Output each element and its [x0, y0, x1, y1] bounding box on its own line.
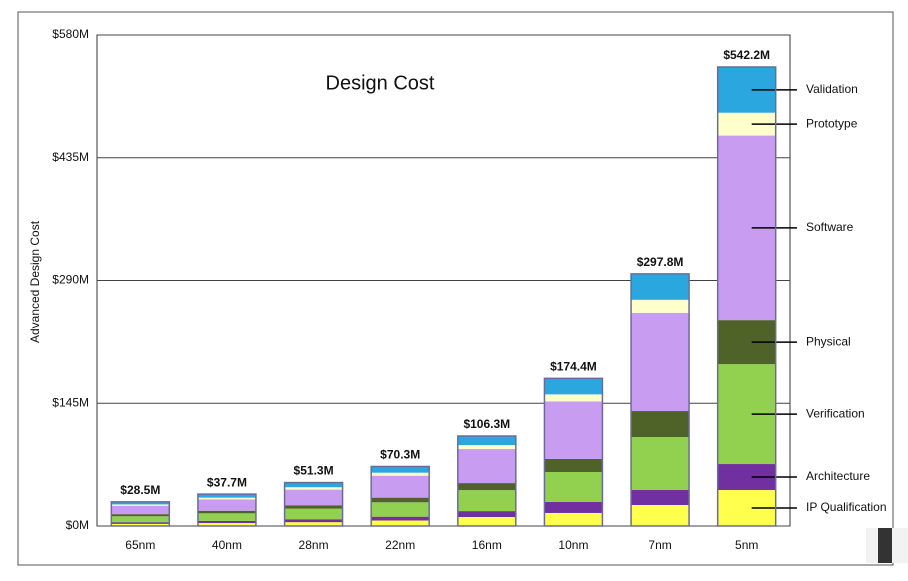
y-tick-label: $290M — [52, 273, 89, 287]
total-label: $297.8M — [637, 255, 684, 269]
bar-segment — [197, 497, 256, 500]
bar-segment — [544, 394, 603, 402]
total-label: $28.5M — [120, 483, 160, 497]
bar-segment — [371, 466, 430, 473]
bar-segment — [457, 483, 516, 491]
bar-segment — [631, 437, 690, 491]
x-tick-label: 5nm — [735, 538, 758, 552]
bar-segment — [111, 504, 170, 506]
bar-segment — [544, 401, 603, 459]
chart-title: Design Cost — [326, 72, 435, 94]
x-tick-label: 7nm — [648, 538, 671, 552]
y-tick-label: $435M — [52, 150, 89, 164]
bar-segment — [457, 511, 516, 518]
bar-segment — [284, 489, 343, 506]
bar-segment — [717, 112, 776, 136]
bar-segment — [284, 522, 343, 526]
bar-segment — [371, 516, 430, 521]
x-tick-label: 28nm — [299, 538, 329, 552]
bar-segment — [631, 299, 690, 313]
bar-segment — [111, 516, 170, 523]
bar-outline — [283, 481, 344, 527]
bar-outline — [197, 493, 257, 527]
bar-outline — [370, 465, 430, 527]
bar-segment — [371, 472, 430, 476]
bar-segment — [284, 482, 343, 488]
bar-segment — [284, 508, 343, 520]
bar-outline — [110, 501, 171, 527]
bar-segment — [371, 497, 430, 503]
bar-segment — [284, 487, 343, 490]
bar-segment — [631, 505, 690, 526]
bar-segment — [197, 494, 256, 498]
bar-segment — [457, 449, 516, 484]
bar-segment — [284, 519, 343, 523]
legend-label: Architecture — [806, 469, 870, 483]
legend-label: Software — [806, 220, 854, 234]
legend-label: Physical — [806, 334, 851, 348]
legend-label: Prototype — [806, 116, 858, 130]
bar-segment — [544, 471, 603, 502]
bar-segment — [197, 510, 256, 514]
bar-segment — [457, 490, 516, 512]
bar-outline — [457, 435, 517, 527]
bar-segment — [111, 505, 170, 515]
x-tick-label: 10nm — [558, 538, 588, 552]
bar-segment — [544, 378, 603, 395]
bar-segment — [631, 490, 690, 506]
x-tick-label: 65nm — [125, 538, 155, 552]
bar-segment — [631, 273, 690, 300]
bar-segment — [197, 523, 256, 526]
x-tick-label: 22nm — [385, 538, 415, 552]
y-tick-label: $580M — [52, 27, 89, 41]
bar-outline — [543, 377, 604, 527]
bar-segment — [457, 517, 516, 526]
bar-segment — [631, 312, 690, 412]
bar-outline — [630, 273, 690, 527]
total-label: $106.3M — [463, 417, 510, 431]
legend-label: Validation — [806, 82, 858, 96]
bar-segment — [457, 445, 516, 450]
total-label: $37.7M — [207, 475, 247, 489]
bar-segment — [111, 514, 170, 517]
overlay-button — [878, 528, 892, 563]
legend-label: Verification — [806, 406, 865, 420]
bar-segment — [544, 458, 603, 472]
bar-segment — [111, 501, 170, 505]
bar-segment — [371, 502, 430, 517]
bar-segment — [457, 436, 516, 446]
legend-label: IP Qualification — [806, 500, 887, 514]
bar-outline — [716, 66, 777, 527]
x-tick-label: 16nm — [472, 538, 502, 552]
y-axis-label: Advanced Design Cost — [28, 220, 42, 343]
bar-segment — [284, 505, 343, 509]
bar-segment — [197, 513, 256, 521]
total-label: $70.3M — [380, 448, 420, 462]
y-tick-label: $0M — [66, 518, 89, 532]
bar-segment — [371, 475, 430, 498]
total-label: $542.2M — [723, 48, 770, 62]
y-tick-label: $145M — [52, 395, 89, 409]
x-tick-label: 40nm — [212, 538, 242, 552]
bar-segment — [111, 522, 170, 524]
total-label: $174.4M — [550, 360, 597, 374]
bar-segment — [544, 512, 603, 526]
bar-segment — [371, 520, 430, 526]
bar-segment — [544, 501, 603, 513]
total-label: $51.3M — [294, 464, 334, 478]
bar-segment — [111, 523, 170, 526]
bar-segment — [197, 499, 256, 511]
bar-segment — [197, 520, 256, 524]
bar-segment — [631, 411, 690, 438]
